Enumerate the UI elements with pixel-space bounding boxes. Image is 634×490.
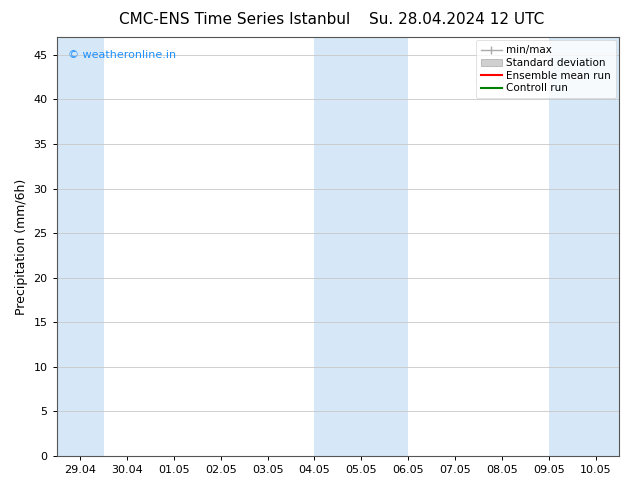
- Text: © weatheronline.in: © weatheronline.in: [68, 49, 176, 60]
- Legend: min/max, Standard deviation, Ensemble mean run, Controll run: min/max, Standard deviation, Ensemble me…: [476, 40, 616, 98]
- Text: CMC-ENS Time Series Istanbul: CMC-ENS Time Series Istanbul: [119, 12, 350, 27]
- Text: Su. 28.04.2024 12 UTC: Su. 28.04.2024 12 UTC: [369, 12, 544, 27]
- Bar: [548, 37, 619, 456]
- Bar: [56, 37, 103, 456]
- Y-axis label: Precipitation (mm/6h): Precipitation (mm/6h): [15, 178, 28, 315]
- Bar: [314, 37, 408, 456]
